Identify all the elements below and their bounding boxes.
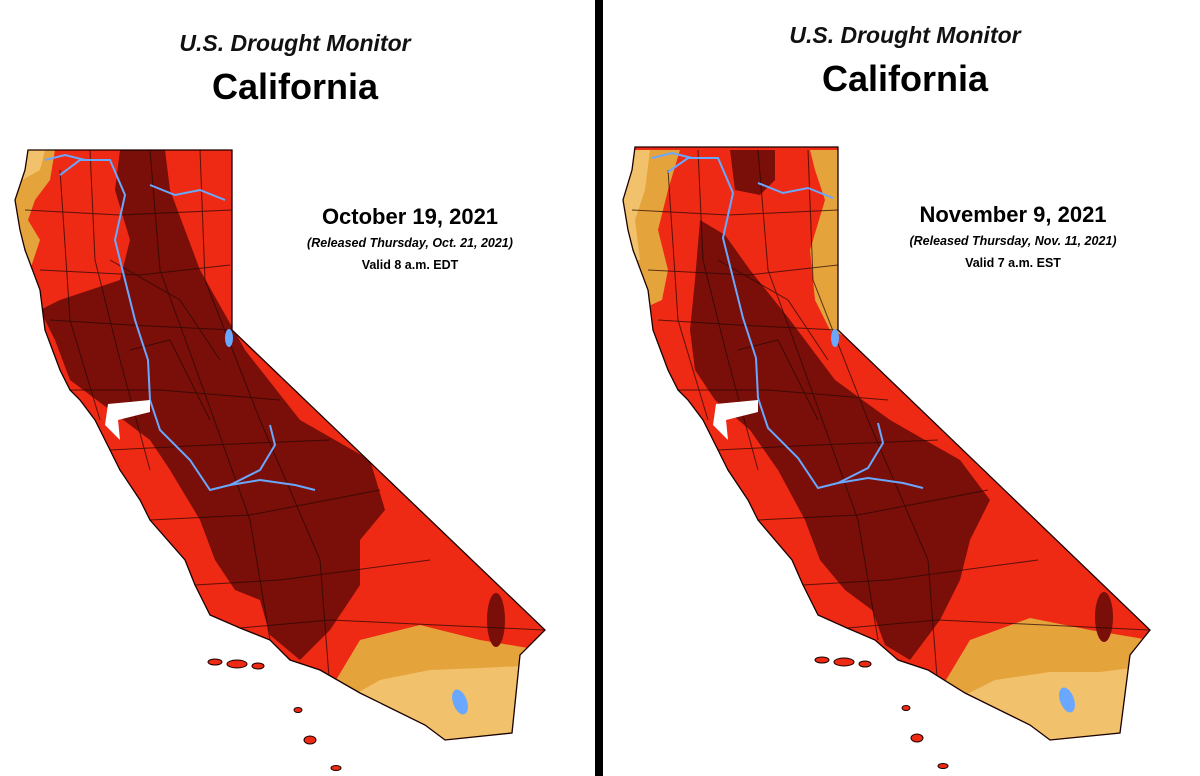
river-north xyxy=(44,153,226,201)
california-drought-map xyxy=(622,146,1151,769)
bay-area-water xyxy=(713,400,758,440)
map-title: U.S. Drought Monitor xyxy=(179,30,411,56)
release-date: (Released Thursday, Nov. 11, 2021) xyxy=(909,234,1117,248)
salton-sea xyxy=(452,689,468,715)
drought-d4-pocket xyxy=(487,593,505,647)
map-date: November 9, 2021 xyxy=(919,202,1107,227)
lake-tahoe xyxy=(831,329,839,347)
drought-map-panel-october: U.S. Drought Monitor California xyxy=(0,0,590,776)
date-block: November 9, 2021 (Released Thursday, Nov… xyxy=(873,202,1153,270)
date-block: October 19, 2021 (Released Thursday, Oct… xyxy=(270,204,550,272)
map-date: October 19, 2021 xyxy=(321,204,499,229)
drought-d4-area xyxy=(690,220,990,660)
drought-d4-area-north xyxy=(730,150,775,195)
california-outline xyxy=(14,149,546,741)
valid-time: Valid 7 a.m. EST xyxy=(965,256,1061,270)
river-san-joaquin xyxy=(837,476,924,489)
california-drought-map xyxy=(14,149,546,771)
release-date: (Released Thursday, Oct. 21, 2021) xyxy=(307,236,513,250)
panel-divider xyxy=(590,0,610,776)
drought-d4-area xyxy=(40,150,385,660)
river-sacramento xyxy=(59,159,277,492)
divider-bar xyxy=(595,0,603,776)
drought-d2-area-east xyxy=(810,150,842,335)
lake-tahoe xyxy=(225,329,233,347)
valid-time: Valid 8 a.m. EDT xyxy=(361,258,459,272)
map-title: U.S. Drought Monitor xyxy=(789,22,1021,48)
salton-sea xyxy=(1059,687,1075,713)
california-outline xyxy=(622,146,1151,741)
river-north xyxy=(651,151,834,199)
state-title: California xyxy=(821,58,989,99)
drought-d4-pocket xyxy=(1095,592,1113,642)
channel-islands xyxy=(207,658,342,771)
drought-map-panel-november: U.S. Drought Monitor California xyxy=(610,0,1200,776)
bay-area-water xyxy=(105,400,150,440)
county-lines xyxy=(631,149,1150,691)
state-title: California xyxy=(211,66,379,107)
river-san-joaquin xyxy=(229,478,316,491)
river-sacramento xyxy=(667,157,885,490)
channel-islands xyxy=(814,656,949,769)
